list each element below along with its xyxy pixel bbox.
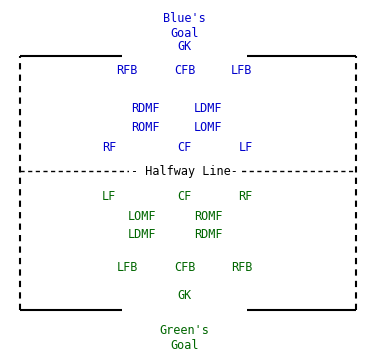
Text: GK: GK bbox=[177, 289, 192, 302]
Text: - Halfway Line-: - Halfway Line- bbox=[131, 165, 238, 178]
Text: CFB: CFB bbox=[174, 64, 195, 77]
Text: CF: CF bbox=[177, 141, 192, 154]
Text: RF: RF bbox=[102, 141, 116, 154]
Text: LFB: LFB bbox=[117, 261, 138, 274]
Text: Blue's
Goal: Blue's Goal bbox=[163, 12, 206, 40]
Text: LDMF: LDMF bbox=[194, 102, 223, 114]
Text: LF: LF bbox=[102, 190, 116, 203]
Text: ROMF: ROMF bbox=[194, 210, 223, 222]
Text: RFB: RFB bbox=[231, 261, 252, 274]
Text: RDMF: RDMF bbox=[131, 102, 160, 114]
Text: RDMF: RDMF bbox=[194, 228, 223, 241]
Text: CF: CF bbox=[177, 190, 192, 203]
Text: RF: RF bbox=[238, 190, 252, 203]
Text: LFB: LFB bbox=[231, 64, 252, 77]
Text: LDMF: LDMF bbox=[128, 228, 156, 241]
Text: CFB: CFB bbox=[174, 261, 195, 274]
Text: LF: LF bbox=[238, 141, 252, 154]
Text: LOMF: LOMF bbox=[194, 121, 223, 134]
Text: LOMF: LOMF bbox=[128, 210, 156, 222]
Text: ROMF: ROMF bbox=[131, 121, 160, 134]
Text: GK: GK bbox=[177, 40, 192, 53]
Text: RFB: RFB bbox=[117, 64, 138, 77]
Text: Green's
Goal: Green's Goal bbox=[159, 324, 210, 352]
